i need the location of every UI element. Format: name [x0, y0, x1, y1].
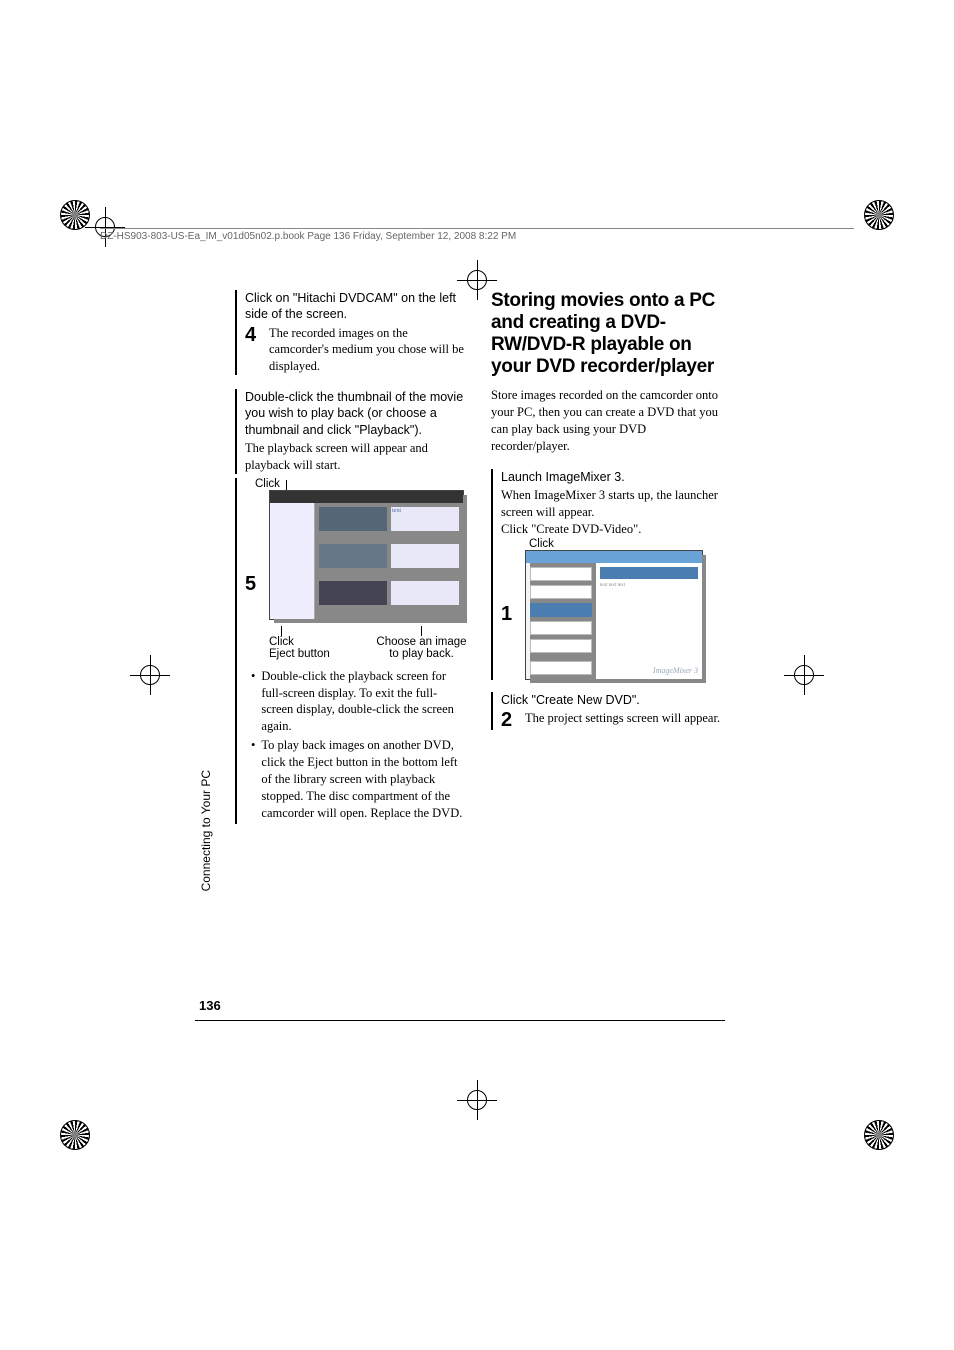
bullet-icon: •: [251, 668, 255, 736]
reg-circle-br: [864, 1120, 894, 1150]
step-5-figure-row: Click 5 text: [235, 478, 469, 824]
section-intro: Store images recorded on the camcorder o…: [491, 387, 725, 455]
step-2-title: Click "Create New DVD".: [501, 692, 725, 708]
section-title: Storing movies onto a PC and creating a …: [491, 290, 725, 377]
step-5-bullet-2-text: To play back images on another DVD, clic…: [261, 737, 469, 821]
step-1-figure-row: Click 1: [491, 538, 725, 680]
step-1-title: Launch ImageMixer 3.: [501, 469, 725, 485]
caption-click-r: Click: [529, 538, 554, 550]
step-5-text: The playback screen will appear and play…: [245, 440, 469, 474]
step-5-header: Double-click the thumbnail of the movie …: [235, 389, 469, 474]
header-line: DZ-HS903-803-US-Ea_IM_v01d05n02.p.book P…: [100, 228, 854, 242]
right-column: Storing movies onto a PC and creating a …: [491, 290, 725, 824]
caption-click-mid: Click: [269, 636, 294, 648]
step-5-number: 5: [245, 573, 263, 596]
step-2-number: 2: [501, 710, 519, 730]
step-2: Click "Create New DVD". 2 The project se…: [491, 692, 725, 730]
step-4-number: 4: [245, 325, 263, 376]
step-1-text-1: When ImageMixer 3 starts up, the launche…: [501, 487, 725, 521]
step-5-title: Double-click the thumbnail of the movie …: [245, 389, 469, 438]
step-2-text: The project settings screen will appear.: [525, 710, 720, 730]
page-number: 136: [199, 998, 221, 1013]
reg-cross-left: [130, 655, 170, 695]
step-4: Click on "Hitachi DVDCAM" on the left si…: [235, 290, 469, 375]
reg-cross-bottom: [457, 1080, 497, 1120]
header-text: DZ-HS903-803-US-Ea_IM_v01d05n02.p.book P…: [100, 231, 516, 242]
step-5-bullet-2: • To play back images on another DVD, cl…: [251, 737, 469, 821]
step-1: Launch ImageMixer 3. When ImageMixer 3 s…: [491, 469, 725, 538]
step-5-bullet-1: • Double-click the playback screen for f…: [251, 668, 469, 736]
footer-rule: [195, 1020, 725, 1021]
side-label: Connecting to Your PC: [199, 770, 213, 891]
step-5-bullet-1-text: Double-click the playback screen for ful…: [261, 668, 469, 736]
caption-choose: Choose an image to play back.: [374, 636, 469, 660]
bullet-icon: •: [251, 737, 255, 821]
screenshot-launcher: text text text ImageMixer 3: [525, 550, 703, 680]
left-column: Click on "Hitachi DVDCAM" on the left si…: [235, 290, 469, 824]
reg-cross-right: [784, 655, 824, 695]
reg-circle-tr: [864, 200, 894, 230]
caption-click-top: Click: [255, 478, 280, 490]
reg-circle-bl: [60, 1120, 90, 1150]
step-4-text: The recorded images on the camcorder's m…: [269, 325, 469, 376]
step-1-text-2: Click "Create DVD-Video".: [501, 521, 725, 538]
screenshot-library: text: [269, 490, 464, 620]
step-1-number: 1: [501, 603, 519, 626]
step-4-title: Click on "Hitachi DVDCAM" on the left si…: [245, 290, 469, 323]
